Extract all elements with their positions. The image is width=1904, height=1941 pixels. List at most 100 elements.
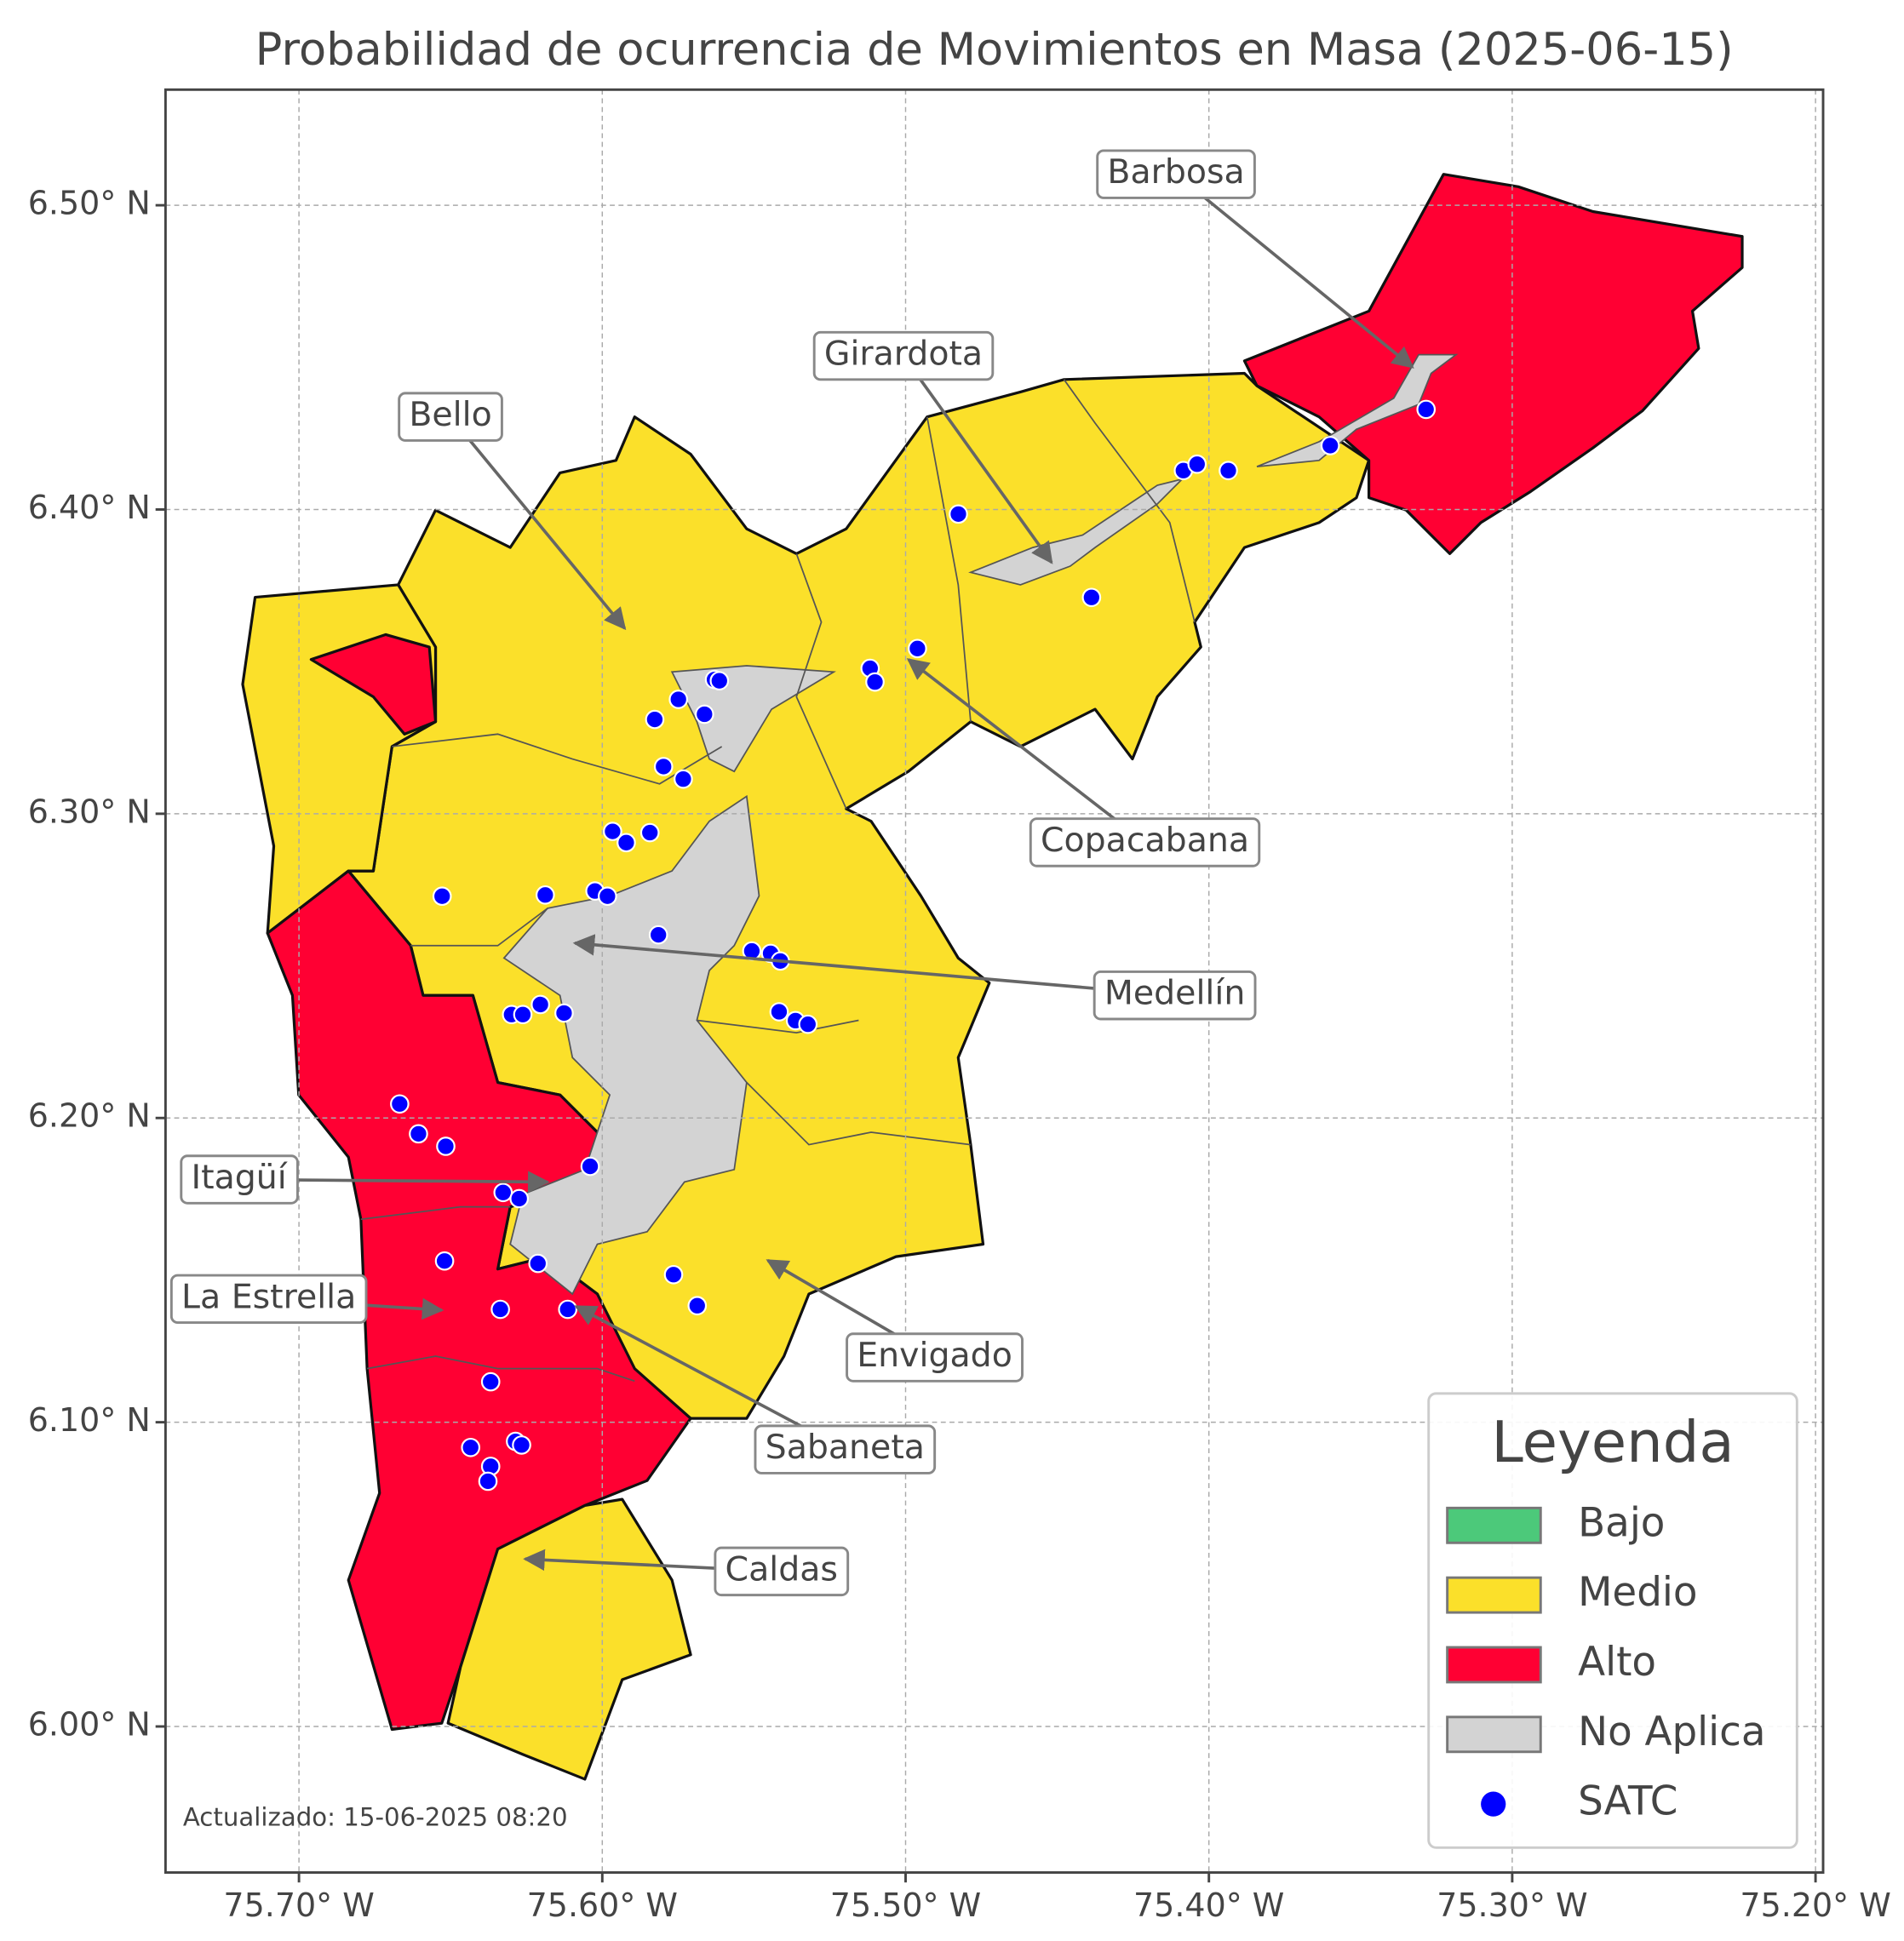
region-alto xyxy=(309,633,438,736)
boundary xyxy=(360,379,1196,1383)
satc-point xyxy=(865,672,885,692)
ticks: 75.70° W 75.60° W 75.50° W 75.40° W 75.30° W… xyxy=(28,185,1891,1924)
satc-point xyxy=(478,1471,498,1492)
satc-point xyxy=(1187,454,1207,474)
annotation-box xyxy=(754,1424,937,1474)
satc-point xyxy=(798,1014,818,1034)
x-tick-label: 75.50° W xyxy=(830,1887,981,1924)
x-tick-label: 75.40° W xyxy=(1133,1887,1284,1924)
annotation-label: Girardota xyxy=(824,335,983,374)
annotation-label: Envigado xyxy=(857,1336,1012,1375)
satc-point xyxy=(1416,399,1437,420)
annotation-label: Bello xyxy=(409,395,491,434)
region-medio xyxy=(446,1497,692,1781)
y-tick-label: 6.30° N xyxy=(28,793,151,830)
y-tick-label: 6.50° N xyxy=(28,185,151,222)
annotation-box xyxy=(180,1154,299,1205)
annotation-label: Itagüí xyxy=(191,1158,287,1197)
satc-point xyxy=(949,504,968,524)
satc-point xyxy=(509,1188,530,1209)
satc-point xyxy=(617,833,636,853)
annotation-label: La Estrella xyxy=(181,1277,356,1316)
annotation-box xyxy=(169,1274,368,1325)
x-tick-label: 75.70° W xyxy=(223,1887,374,1924)
annotation-box xyxy=(714,1546,850,1597)
annotation-arrow xyxy=(906,658,1146,844)
satc-point xyxy=(436,1137,456,1156)
x-tick-label: 75.20° W xyxy=(1740,1887,1890,1924)
map-title: Probabilidad de ocurrencia de Movimiento… xyxy=(255,24,1734,76)
annotation-label: Caldas xyxy=(725,1549,838,1589)
region-alto xyxy=(1242,173,1744,556)
satc-point xyxy=(674,769,693,789)
annotation-box xyxy=(846,1332,1024,1383)
satc-point xyxy=(490,1299,510,1320)
satc-point xyxy=(409,1124,428,1144)
annotation-label: Barbosa xyxy=(1107,152,1244,192)
satc-point xyxy=(554,1003,574,1023)
satc-point xyxy=(598,886,617,907)
satc-point xyxy=(663,1264,684,1285)
satc-point xyxy=(512,1435,531,1455)
legend-swatch xyxy=(1446,1715,1542,1754)
annotation-arrow xyxy=(572,934,1175,998)
satc-point xyxy=(769,1002,789,1022)
annotation-arrow xyxy=(449,415,627,631)
regions xyxy=(241,173,1744,1781)
plot-frame xyxy=(163,88,1825,1875)
satc-point xyxy=(530,994,550,1015)
annotation-box xyxy=(398,392,503,442)
satc-point xyxy=(390,1094,410,1114)
annotation-arrow xyxy=(902,354,1053,564)
y-tick-label: 6.20° N xyxy=(28,1097,151,1135)
region-no-aplica xyxy=(670,665,836,773)
satc-point xyxy=(695,704,714,724)
legend-label: No Aplica xyxy=(1578,1709,1765,1755)
satc-points xyxy=(390,399,1437,1492)
annotations: Barbosa Girardota Bello Copacabana Medellín I… xyxy=(169,149,1414,1597)
legend: Leyenda Bajo Medio Alto No Aplica SATC xyxy=(1427,1392,1798,1849)
satc-point xyxy=(648,925,668,945)
satc-point xyxy=(493,1182,513,1203)
legend-swatch xyxy=(1446,1576,1542,1614)
satc-point xyxy=(580,1156,600,1177)
satc-point xyxy=(461,1437,481,1457)
satc-point xyxy=(603,822,622,841)
satc-point xyxy=(536,885,555,905)
annotation-box xyxy=(1093,970,1257,1021)
legend-label: Bajo xyxy=(1578,1500,1665,1546)
update-note: Actualizado: 15-06-2025 08:20 xyxy=(183,1803,568,1832)
annotation-box xyxy=(812,330,995,381)
x-tick-label: 75.30° W xyxy=(1437,1887,1587,1924)
satc-point xyxy=(513,1005,533,1025)
satc-point xyxy=(687,1296,708,1316)
legend-label: Alto xyxy=(1578,1640,1656,1686)
satc-point xyxy=(668,690,689,709)
legend-title: Leyenda xyxy=(1491,1409,1734,1475)
legend-label: Medio xyxy=(1578,1570,1697,1616)
satc-point xyxy=(639,822,660,843)
satc-point xyxy=(528,1253,548,1274)
satc-point xyxy=(432,886,452,907)
annotation-label: Copacabana xyxy=(1041,821,1249,860)
satc-point xyxy=(1081,587,1102,608)
region-no-aplica xyxy=(502,794,760,1296)
legend-marker xyxy=(1481,1791,1506,1817)
y-tick-label: 6.00° N xyxy=(28,1706,151,1743)
annotation-label: Sabaneta xyxy=(766,1428,925,1467)
satc-point xyxy=(653,757,674,776)
legend-swatch xyxy=(1446,1646,1542,1684)
legend-label: SATC xyxy=(1578,1779,1677,1825)
x-tick-label: 75.60° W xyxy=(527,1887,678,1924)
annotation-arrow xyxy=(1174,173,1414,369)
y-tick-label: 6.10° N xyxy=(28,1401,151,1439)
satc-point xyxy=(645,709,665,730)
annotation-label: Medellín xyxy=(1104,974,1245,1013)
satc-point xyxy=(480,1371,501,1392)
region-alto xyxy=(266,869,692,1732)
legend-swatch xyxy=(1446,1506,1542,1544)
satc-point xyxy=(1219,461,1238,481)
satc-point xyxy=(434,1251,455,1271)
satc-point xyxy=(908,638,927,659)
